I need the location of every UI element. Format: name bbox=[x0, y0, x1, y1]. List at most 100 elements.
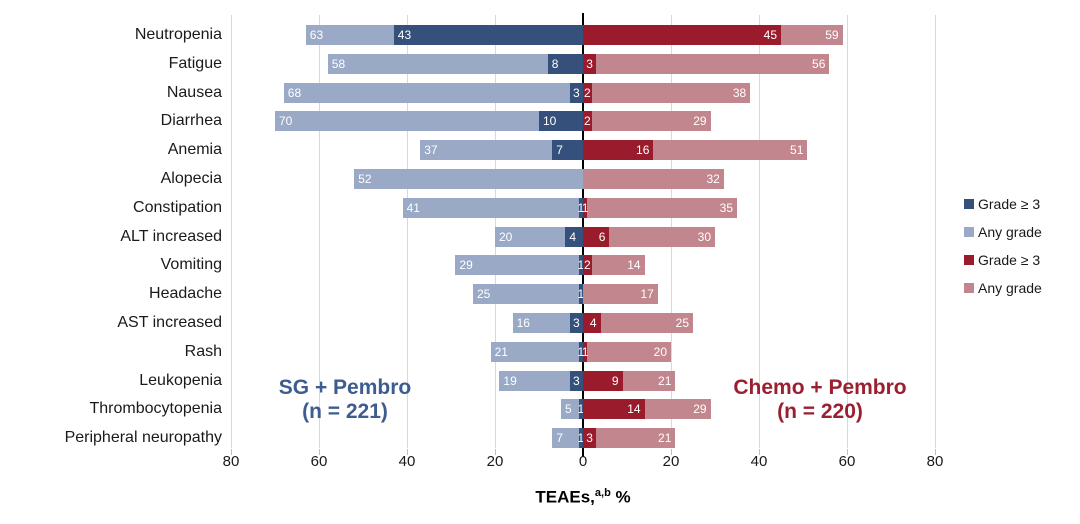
bar-value-label: 45 bbox=[763, 28, 777, 42]
bar-value-label: 4 bbox=[569, 229, 577, 244]
x-axis-tick-label: 0 bbox=[578, 453, 588, 470]
legend-swatch-sg_grade3 bbox=[964, 199, 974, 209]
bar-chemo-any bbox=[583, 111, 711, 132]
bar-value-label: 3 bbox=[573, 85, 580, 100]
bar-chemo-grade3 bbox=[583, 428, 597, 449]
bar-chemo-any bbox=[583, 226, 715, 247]
x-axis-tick-label: 40 bbox=[750, 453, 768, 470]
bar-value-label: 32 bbox=[706, 172, 720, 186]
bar-chemo-grade3 bbox=[583, 370, 623, 391]
bar-value-label: 1 bbox=[581, 344, 589, 359]
bar-sg-any bbox=[283, 82, 583, 103]
bar-sg-any bbox=[455, 255, 583, 276]
bar-value-label: 29 bbox=[459, 258, 473, 273]
left-group-label: SG + Pembro (n = 221) bbox=[215, 376, 475, 424]
grid-line bbox=[231, 15, 232, 448]
bar-value-label: 70 bbox=[279, 114, 293, 129]
bar-chemo-any bbox=[583, 341, 671, 362]
bar-value-label: 1 bbox=[577, 258, 585, 273]
bar-sg-any bbox=[473, 284, 583, 305]
bar-chemo-grade3 bbox=[583, 82, 592, 103]
bar-chemo-grade3 bbox=[583, 111, 592, 132]
bar-value-label: 38 bbox=[732, 85, 747, 100]
axis-tick-mark bbox=[847, 449, 848, 455]
x-axis-tick-label: 80 bbox=[926, 453, 944, 470]
category-label: Vomiting bbox=[160, 256, 222, 274]
legend-label: Grade ≥ 3 bbox=[978, 196, 1041, 212]
bar-value-label: 21 bbox=[658, 431, 672, 446]
bar-chemo-grade3 bbox=[583, 53, 597, 74]
category-label: Peripheral neuropathy bbox=[64, 429, 222, 447]
bar-value-label: 58 bbox=[331, 56, 346, 71]
bar-sg-grade3 bbox=[565, 226, 583, 247]
legend-item-chemo_any: Any grade bbox=[964, 274, 1042, 302]
bar-sg-grade3 bbox=[569, 370, 583, 391]
bar-value-label: 16 bbox=[636, 143, 650, 158]
bar-value-label: 2 bbox=[584, 85, 591, 100]
bar-value-label: 2 bbox=[584, 258, 591, 273]
bar-sg-any bbox=[512, 313, 583, 333]
bar-value-label: 21 bbox=[494, 344, 508, 359]
legend: Grade ≥ 3 Any grade Grade ≥ 3 Any grade bbox=[964, 190, 1042, 302]
right-group-n: (n = 220) bbox=[777, 400, 863, 423]
bar-value-label: 14 bbox=[627, 402, 641, 417]
bar-value-label: 6 bbox=[598, 229, 606, 244]
bar-sg-any bbox=[420, 140, 583, 161]
bar-chemo-grade3 bbox=[583, 25, 781, 45]
grid-line bbox=[319, 15, 320, 448]
bar-sg-grade3 bbox=[552, 140, 583, 161]
legend-item-sg_any: Any grade bbox=[964, 218, 1042, 246]
x-axis-tick-label: 20 bbox=[662, 453, 680, 470]
bar-sg-grade3 bbox=[569, 313, 583, 333]
legend-item-chemo_grade3: Grade ≥ 3 bbox=[964, 246, 1042, 274]
bar-value-label: 8 bbox=[551, 56, 559, 71]
bar-sg-any bbox=[354, 169, 583, 189]
bar-value-label: 20 bbox=[653, 344, 667, 359]
x-axis-tick-label: 80 bbox=[222, 453, 240, 470]
bar-value-label: 3 bbox=[573, 316, 580, 330]
bar-sg-grade3 bbox=[569, 82, 583, 103]
bar-sg-any bbox=[275, 111, 583, 132]
category-label: Fatigue bbox=[168, 54, 222, 72]
bar-value-label: 29 bbox=[693, 114, 707, 129]
bar-value-label: 20 bbox=[499, 229, 513, 244]
bar-chemo-any bbox=[583, 53, 830, 74]
grid-line bbox=[407, 15, 408, 448]
bar-value-label: 56 bbox=[812, 56, 826, 71]
category-label: Anemia bbox=[167, 141, 222, 159]
bar-value-label: 51 bbox=[790, 143, 804, 158]
legend-item-sg_grade3: Grade ≥ 3 bbox=[964, 190, 1042, 218]
bar-value-label: 52 bbox=[358, 172, 372, 186]
bar-sg-any bbox=[495, 226, 583, 247]
bar-value-label: 5 bbox=[565, 402, 572, 417]
bar-sg-grade3 bbox=[578, 428, 583, 449]
bar-sg-any bbox=[490, 341, 583, 362]
bar-chemo-any bbox=[583, 82, 751, 103]
category-label: Thrombocytopenia bbox=[89, 400, 222, 418]
bar-value-label: 2 bbox=[584, 114, 591, 129]
x-axis-tick-label: 60 bbox=[838, 453, 856, 470]
grid-line bbox=[759, 15, 760, 448]
axis-tick-mark bbox=[759, 449, 760, 455]
bar-sg-grade3 bbox=[547, 53, 583, 74]
bar-value-label: 9 bbox=[611, 373, 619, 388]
bar-sg-grade3 bbox=[578, 399, 583, 420]
bar-value-label: 17 bbox=[640, 287, 654, 302]
bar-value-label: 19 bbox=[503, 373, 517, 388]
category-label: Rash bbox=[184, 342, 222, 360]
bar-chemo-grade3 bbox=[583, 399, 645, 420]
bar-value-label: 29 bbox=[693, 402, 707, 417]
category-label: ALT increased bbox=[120, 227, 222, 245]
legend-swatch-chemo_grade3 bbox=[964, 255, 974, 265]
bar-value-label: 43 bbox=[397, 28, 412, 42]
right-group-name: Chemo + Pembro bbox=[733, 376, 907, 399]
bar-chemo-grade3 bbox=[583, 226, 610, 247]
grid-line bbox=[935, 15, 936, 448]
bar-value-label: 10 bbox=[543, 114, 557, 129]
bar-value-label: 37 bbox=[424, 143, 438, 158]
bar-sg-any bbox=[499, 370, 583, 391]
x-axis-title: TEAEs,a,b % bbox=[230, 487, 936, 508]
category-label: Alopecia bbox=[160, 170, 222, 187]
bar-chemo-any bbox=[583, 169, 724, 189]
bar-value-label: 3 bbox=[586, 431, 593, 446]
